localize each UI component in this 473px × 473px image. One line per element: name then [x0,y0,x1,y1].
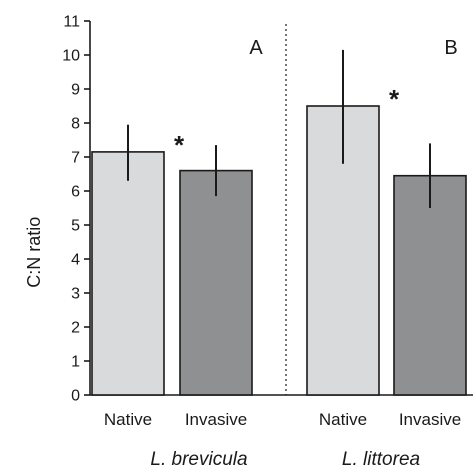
bar-invasive [393,174,467,396]
y-tick-label: 7 [71,150,80,167]
y-tick-label: 9 [71,82,80,99]
y-tick-label: 2 [71,320,80,337]
category-label: Native [104,410,152,429]
y-tick-label: 0 [71,388,80,405]
bar-native [91,151,165,396]
y-axis-title: C:N ratio [24,217,44,288]
y-tick-label: 1 [71,354,80,371]
y-tick-label: 8 [71,116,80,133]
panel-label: B [444,37,457,59]
category-label: Native [319,410,367,429]
category-label: Invasive [185,410,247,429]
y-tick-label: 5 [71,218,80,235]
y-tick-label: 4 [71,252,80,269]
y-axis: 0 1 2 3 4 5 6 7 8 9 10 11 [62,14,473,405]
category-label: Invasive [399,410,461,429]
y-tick-label: 11 [63,14,80,31]
bar-invasive [179,169,253,396]
bars [91,24,467,396]
labels: Native Invasive * A L. brevicula Native Invasi… [104,37,461,470]
y-tick-label: 6 [71,184,80,201]
significance-marker: * [174,130,185,160]
group-label: L. littorea [342,449,420,470]
y-tick-label: 10 [62,48,80,65]
y-tick-label: 3 [71,286,80,303]
group-label: L. brevicula [150,449,247,470]
panel-label: A [249,37,263,59]
significance-marker: * [389,84,400,114]
